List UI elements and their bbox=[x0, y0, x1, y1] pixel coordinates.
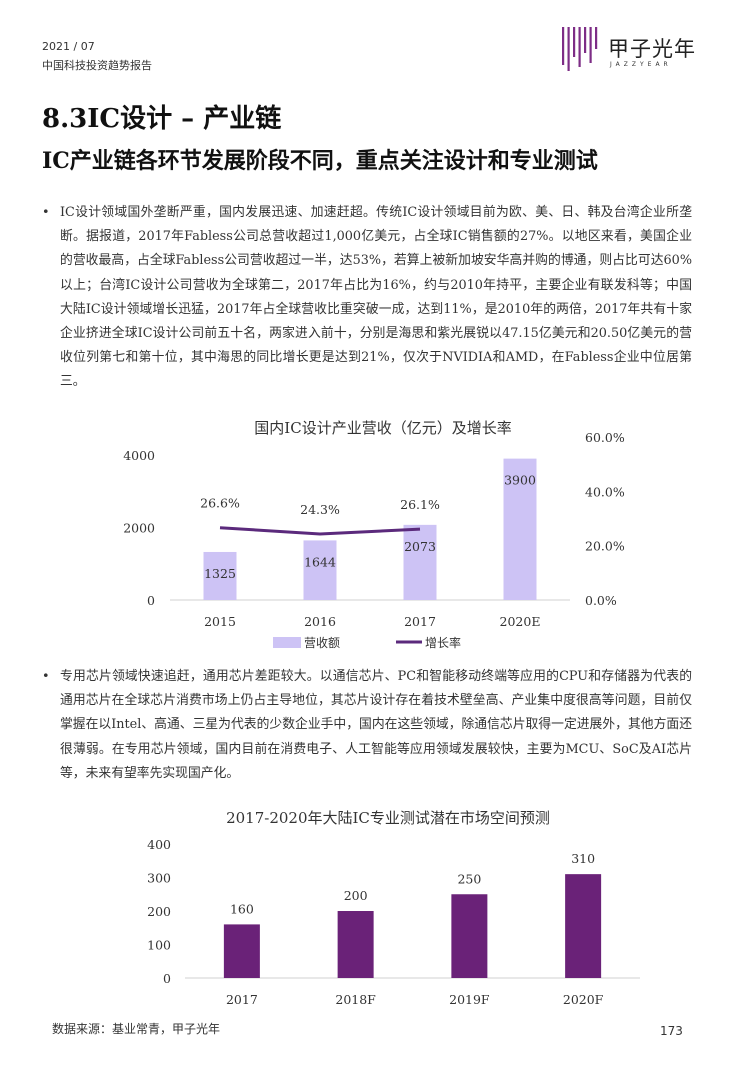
bar-value-label: 2073 bbox=[404, 539, 436, 554]
chart-title: 2017-2020年大陆IC专业测试潜在市场空间预测 bbox=[226, 809, 550, 827]
bar bbox=[503, 458, 537, 600]
legend-bar-label: 营收额 bbox=[304, 636, 340, 650]
y-tick-label: 0 bbox=[163, 971, 171, 986]
logo-bar bbox=[573, 27, 576, 57]
chart-title: 国内IC设计产业营收（亿元）及增长率 bbox=[254, 419, 511, 437]
bar-value-label: 160 bbox=[230, 901, 254, 916]
bar-value-label: 3900 bbox=[504, 473, 536, 488]
logo-bar bbox=[562, 27, 565, 65]
report-date: 2021 / 07 bbox=[42, 40, 95, 53]
page-number: 173 bbox=[660, 1024, 683, 1038]
report-subtitle: 中国科技投资趋势报告 bbox=[42, 59, 152, 72]
section-title: 8.3IC设计 – 产业链 bbox=[42, 104, 282, 134]
bar-value-label: 250 bbox=[457, 871, 481, 886]
logo-bar bbox=[595, 27, 598, 49]
bar-value-label: 1325 bbox=[204, 566, 236, 581]
x-tick-label: 2019F bbox=[449, 992, 490, 1007]
bar bbox=[303, 540, 337, 600]
x-tick-label: 2016 bbox=[304, 614, 336, 629]
x-tick-label: 2020F bbox=[563, 992, 604, 1007]
y2-tick-label: 60.0% bbox=[585, 430, 625, 445]
line-value-label: 26.1% bbox=[400, 497, 440, 512]
x-tick-label: 2018F bbox=[335, 992, 376, 1007]
bar bbox=[565, 874, 602, 978]
y-tick-label: 100 bbox=[147, 938, 171, 953]
bar-value-label: 200 bbox=[344, 888, 368, 903]
logo-title: 甲子光年 bbox=[608, 37, 696, 61]
line-value-label: 24.3% bbox=[300, 502, 340, 517]
line-value-label: 26.6% bbox=[200, 496, 240, 511]
y2-tick-label: 40.0% bbox=[585, 484, 625, 499]
paragraph-text: IC设计领域国外垄断严重，国内发展迅速、加速赶超。传统IC设计领域目前为欧、美、… bbox=[60, 205, 692, 390]
bullet: • bbox=[42, 205, 50, 220]
y-tick-label: 200 bbox=[147, 904, 171, 919]
y-tick-label: 4000 bbox=[123, 448, 155, 463]
legend-bar-swatch bbox=[273, 637, 301, 648]
bullet: • bbox=[42, 669, 50, 684]
y-tick-label: 400 bbox=[147, 837, 171, 852]
y2-tick-label: 0.0% bbox=[585, 593, 617, 608]
logo-subtitle: JAZZYEAR bbox=[610, 61, 672, 68]
y-tick-label: 2000 bbox=[123, 521, 155, 536]
growth-line bbox=[219, 526, 421, 536]
logo-bar bbox=[589, 27, 592, 63]
bar bbox=[223, 924, 260, 978]
brand-logo: 甲子光年 JAZZYEAR bbox=[560, 27, 710, 75]
x-tick-label: 2017 bbox=[226, 992, 258, 1007]
y-tick-label: 0 bbox=[147, 593, 155, 608]
logo-bar bbox=[578, 27, 581, 67]
bar bbox=[203, 551, 237, 600]
legend-line-label: 增长率 bbox=[425, 635, 461, 650]
x-tick-label: 2020E bbox=[500, 614, 541, 629]
x-tick-label: 2015 bbox=[204, 614, 236, 629]
paragraph-text: 专用芯片领域快速追赶，通用芯片差距较大。以通信芯片、PC和智能移动终端等应用的C… bbox=[60, 669, 692, 781]
x-tick-label: 2017 bbox=[404, 614, 436, 629]
logo-bar bbox=[567, 27, 570, 71]
y-tick-label: 300 bbox=[147, 871, 171, 886]
bar-value-label: 310 bbox=[571, 851, 595, 866]
bar bbox=[403, 524, 437, 600]
y2-tick-label: 20.0% bbox=[585, 539, 625, 554]
logo-bar bbox=[584, 27, 587, 53]
logo-bars-icon bbox=[562, 27, 598, 71]
data-source: 数据来源：基业常青，甲子光年 bbox=[52, 1022, 221, 1036]
bar-value-label: 1644 bbox=[304, 554, 336, 569]
paragraph-ic-design: • IC设计领域国外垄断严重，国内发展迅速、加速赶超。传统IC设计领域目前为欧、… bbox=[42, 201, 692, 395]
bar bbox=[337, 911, 374, 978]
page-heading: IC产业链各环节发展阶段不同，重点关注设计和专业测试 bbox=[42, 148, 598, 174]
bar bbox=[451, 894, 488, 978]
paragraph-special-chips: • 专用芯片领域快速追赶，通用芯片差距较大。以通信芯片、PC和智能移动终端等应用… bbox=[42, 665, 692, 786]
